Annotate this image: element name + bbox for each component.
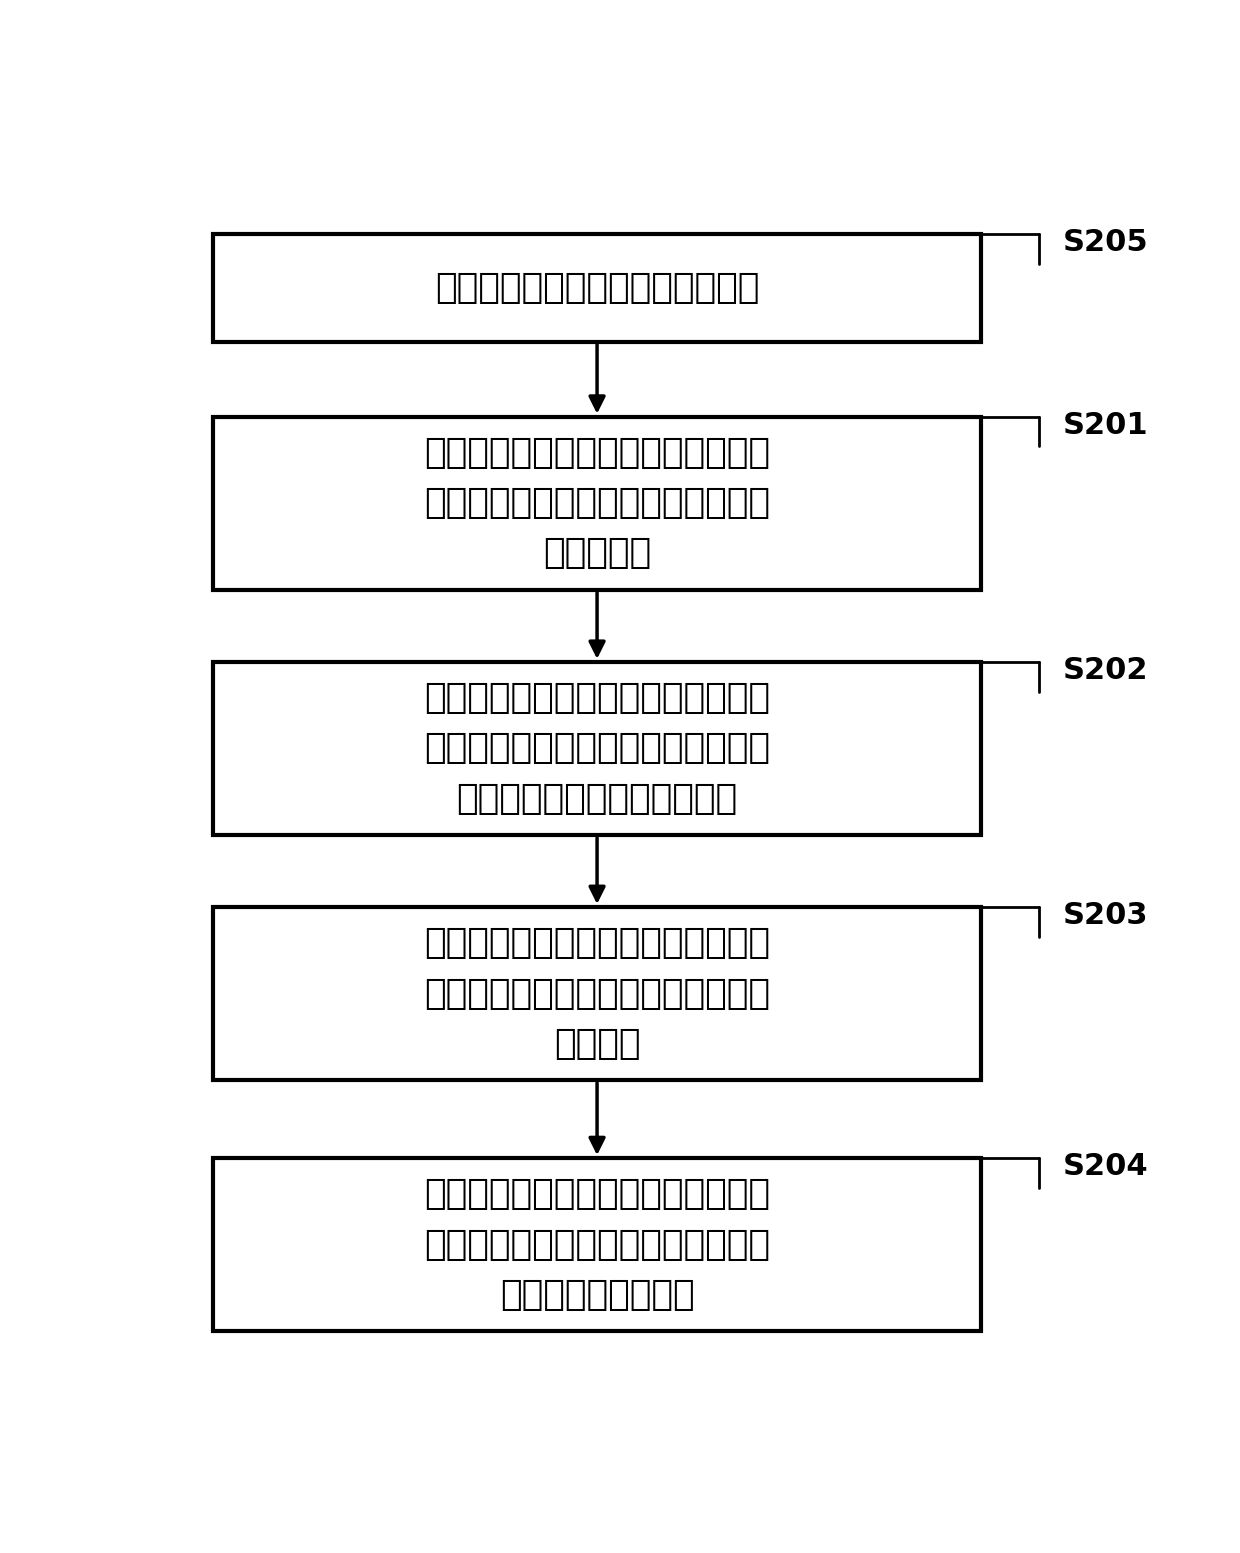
- Text: S204: S204: [1063, 1152, 1148, 1180]
- Text: S202: S202: [1063, 655, 1148, 685]
- Text: S201: S201: [1063, 410, 1148, 439]
- Text: 向压力容器中充入预设压力的气体: 向压力容器中充入预设压力的气体: [435, 272, 759, 304]
- FancyBboxPatch shape: [213, 416, 982, 590]
- FancyBboxPatch shape: [213, 235, 982, 342]
- Text: S205: S205: [1063, 228, 1148, 258]
- Text: S203: S203: [1063, 901, 1148, 930]
- Text: 调节压力调节部件的松动程度，通过
第二压力检测部件检测连接孔处的第
二压力变化: 调节压力调节部件的松动程度，通过 第二压力检测部件检测连接孔处的第 二压力变化: [424, 436, 770, 570]
- FancyBboxPatch shape: [213, 907, 982, 1081]
- Text: 通过第一压力变化和第二压力变化的
对应关系，来检测待检测密闭容器的
连接孔处的漏气状态: 通过第一压力变化和第二压力变化的 对应关系，来检测待检测密闭容器的 连接孔处的漏…: [424, 1177, 770, 1312]
- Text: 通过第一压力变化和第二压力变化，
得到第一压力变化和第二压力变化的
对应关系: 通过第一压力变化和第二压力变化， 得到第一压力变化和第二压力变化的 对应关系: [424, 926, 770, 1061]
- Text: 在调节压力调节部件的松动程度过程
中，记录第一压力检测部件所检测到
的密闭空间内的第一压力变化: 在调节压力调节部件的松动程度过程 中，记录第一压力检测部件所检测到 的密闭空间内…: [424, 682, 770, 815]
- FancyBboxPatch shape: [213, 662, 982, 836]
- FancyBboxPatch shape: [213, 1159, 982, 1331]
